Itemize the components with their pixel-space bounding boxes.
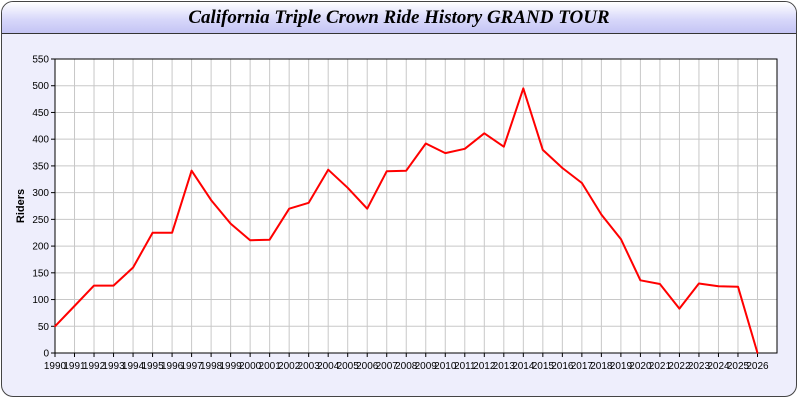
data-point: [717, 285, 720, 287]
x-tick-label: 2001: [259, 361, 282, 372]
data-point: [424, 142, 427, 145]
x-tick-label: 2018: [590, 361, 613, 372]
data-point: [522, 87, 525, 90]
x-tick-label: 1994: [122, 361, 145, 372]
x-tick-label: 2005: [337, 361, 360, 372]
data-point: [756, 352, 759, 354]
x-tick-label: 2024: [707, 361, 730, 372]
data-point: [698, 282, 700, 285]
data-point: [483, 132, 486, 135]
x-tick-label: 2009: [415, 361, 438, 372]
x-tick-label: 2011: [454, 361, 476, 372]
x-tick-label: 2004: [317, 361, 340, 372]
x-tick-label: 1999: [219, 361, 242, 372]
data-point: [132, 266, 134, 269]
x-tick-label: 2013: [493, 361, 516, 372]
data-point: [639, 279, 642, 282]
data-point: [444, 152, 447, 154]
data-point: [503, 145, 505, 148]
y-axis-label: Riders: [15, 189, 27, 223]
data-point: [346, 187, 349, 189]
data-point: [678, 307, 681, 310]
x-tick-label: 2000: [239, 361, 262, 372]
plot-area: [55, 59, 777, 353]
data-point: [463, 148, 466, 150]
data-point: [288, 207, 290, 210]
data-point: [327, 168, 329, 171]
chart-title: California Triple Crown Ride History GRA…: [188, 7, 610, 28]
data-point: [581, 182, 583, 184]
x-tick-label: 2021: [649, 361, 672, 372]
x-tick-label: 2016: [551, 361, 574, 372]
data-point: [73, 305, 76, 307]
data-point: [737, 285, 739, 288]
data-point: [542, 149, 544, 151]
data-point: [151, 231, 154, 234]
y-tick-label: 400: [32, 135, 49, 146]
data-point: [366, 207, 369, 210]
data-point: [561, 167, 564, 169]
data-point: [620, 238, 622, 240]
x-tick-label: 2019: [610, 361, 633, 372]
y-tick-label: 200: [32, 242, 49, 253]
x-tick-label: 2017: [571, 361, 594, 372]
x-tick-label: 2012: [473, 361, 496, 372]
y-tick-label: 550: [32, 55, 49, 66]
data-point: [190, 169, 193, 172]
y-tick-label: 300: [32, 188, 49, 199]
y-tick-label: 350: [32, 161, 49, 172]
x-tick-label: 2026: [746, 361, 769, 372]
x-tick-label: 1995: [141, 361, 164, 372]
x-tick-label: 2008: [395, 361, 418, 372]
data-point: [112, 284, 115, 287]
data-point: [171, 231, 173, 234]
data-point: [249, 239, 251, 242]
x-tick-label: 2025: [727, 361, 750, 372]
x-tick-label: 1990: [44, 361, 67, 372]
x-tick-label: 1996: [161, 361, 184, 372]
y-tick-label: 450: [32, 108, 49, 119]
data-point: [659, 283, 661, 285]
data-point: [210, 199, 212, 201]
data-point: [405, 169, 408, 172]
x-tick-label: 2020: [629, 361, 652, 372]
data-point: [229, 222, 232, 225]
y-tick-label: 150: [32, 268, 49, 279]
data-point: [54, 325, 56, 328]
data-point: [307, 201, 310, 204]
x-tick-label: 2015: [532, 361, 555, 372]
title-bar: California Triple Crown Ride History GRA…: [2, 2, 796, 34]
x-tick-label: 2014: [512, 361, 535, 372]
x-tick-label: 2006: [356, 361, 379, 372]
x-tick-label: 1993: [102, 361, 125, 372]
x-tick-label: 2010: [434, 361, 457, 372]
x-tick-label: 2003: [298, 361, 321, 372]
x-tick-label: 1991: [63, 361, 86, 372]
y-tick-label: 500: [32, 81, 49, 92]
x-tick-label: 2007: [376, 361, 399, 372]
data-point: [93, 284, 95, 287]
plot-border: [54, 58, 778, 354]
y-tick-label: 250: [32, 215, 49, 226]
x-tick-label: 2022: [668, 361, 691, 372]
y-tick-label: 0: [43, 349, 49, 360]
x-tick-label: 2002: [278, 361, 301, 372]
y-tick-label: 100: [32, 295, 49, 306]
data-point: [600, 213, 603, 216]
x-tick-label: 1997: [180, 361, 203, 372]
x-tick-label: 1998: [200, 361, 223, 372]
x-tick-label: 1992: [83, 361, 106, 372]
data-point: [385, 170, 388, 173]
x-tick-label: 2023: [688, 361, 711, 372]
y-tick-label: 50: [38, 322, 50, 333]
data-point: [268, 238, 271, 241]
